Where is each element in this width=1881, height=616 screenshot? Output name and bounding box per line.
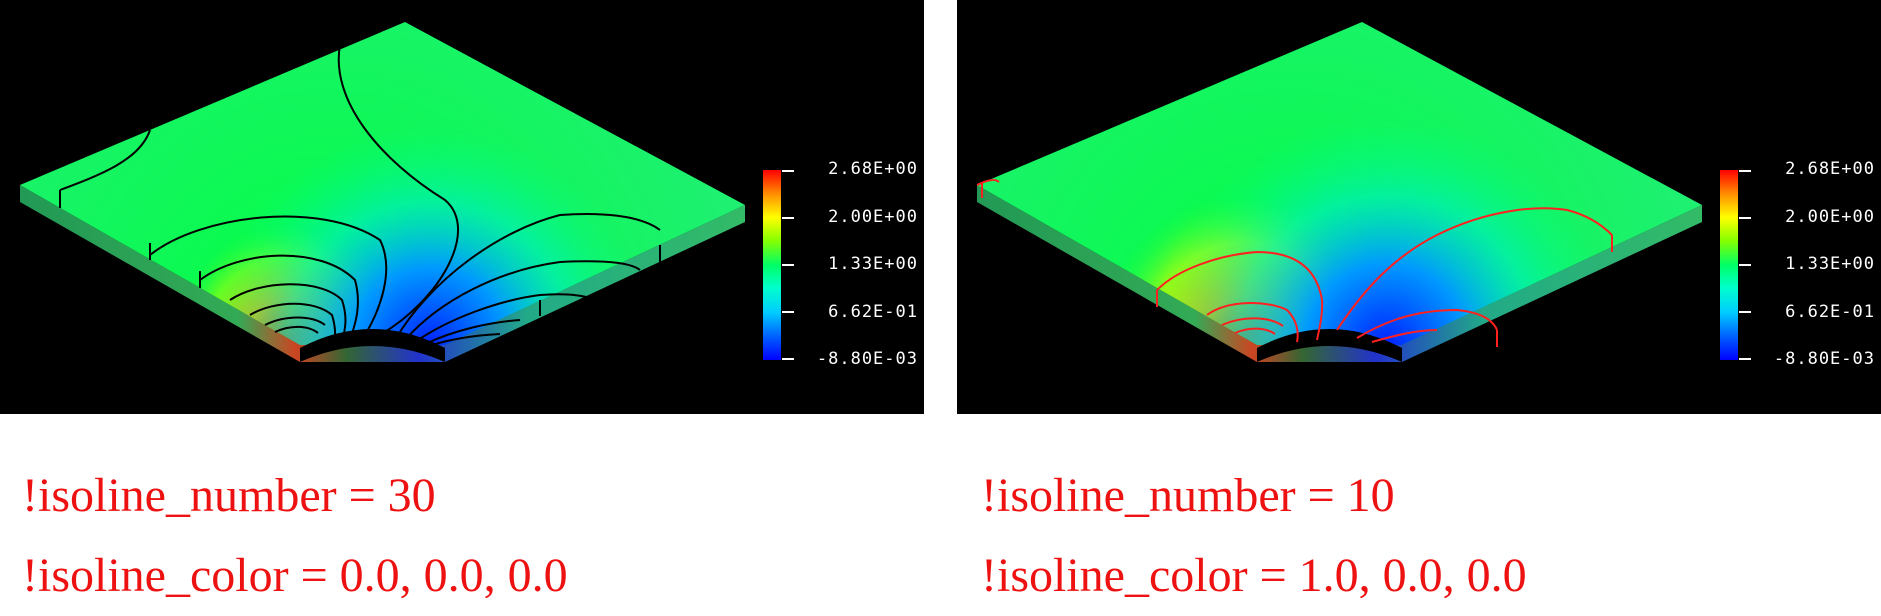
colorbar-tick (1739, 311, 1751, 313)
colorbar-label: 6.62E-01 (1785, 302, 1875, 322)
colorbar-label: 2.00E+00 (1785, 207, 1875, 227)
colorbar-tick (782, 311, 794, 313)
colorbar (1720, 170, 1738, 360)
colorbar-label-min: -8.80E-03 (1773, 349, 1875, 369)
colorbar-tick (782, 358, 794, 360)
colorbar-label: 1.33E+00 (828, 254, 918, 274)
plate-edge (977, 185, 1702, 362)
colorbar-label: 1.33E+00 (1785, 254, 1875, 274)
caption-isoline-color-left: !isoline_color = 0.0, 0.0, 0.0 (22, 549, 568, 602)
colorbar-label: 2.00E+00 (828, 207, 918, 227)
colorbar-label-max: 2.68E+00 (828, 159, 918, 179)
colorbar-tick (1739, 264, 1751, 266)
colorbar-tick (1739, 358, 1751, 360)
colorbar-tick (1739, 170, 1751, 172)
colorbar-tick (1739, 217, 1751, 219)
colorbar-label-min: -8.80E-03 (816, 349, 918, 369)
isolines (59, 44, 661, 346)
colorbar-tick (782, 217, 794, 219)
render-panel-right: 2.68E+00 2.00E+00 1.33E+00 6.62E-01 -8.8… (957, 0, 1881, 414)
colorbar (763, 170, 781, 360)
edge-ticks (59, 190, 661, 316)
plate-edge (20, 185, 745, 362)
plate-render (976, 22, 1702, 362)
colorbar-label: 6.62E-01 (828, 302, 918, 322)
caption-isoline-color-right: !isoline_color = 1.0, 0.0, 0.0 (981, 549, 1527, 602)
plate-render (20, 22, 745, 362)
render-panel-left: 2.68E+00 2.00E+00 1.33E+00 6.62E-01 -8.8… (0, 0, 924, 414)
colorbar-label-max: 2.68E+00 (1785, 159, 1875, 179)
edge-ticks (981, 182, 1613, 347)
colorbar-tick (782, 264, 794, 266)
colorbar-tick (782, 170, 794, 172)
caption-isoline-number-left: !isoline_number = 30 (22, 469, 436, 522)
caption-isoline-number-right: !isoline_number = 10 (981, 469, 1395, 522)
hole-cutout (1257, 329, 1402, 362)
isolines (976, 178, 1613, 343)
